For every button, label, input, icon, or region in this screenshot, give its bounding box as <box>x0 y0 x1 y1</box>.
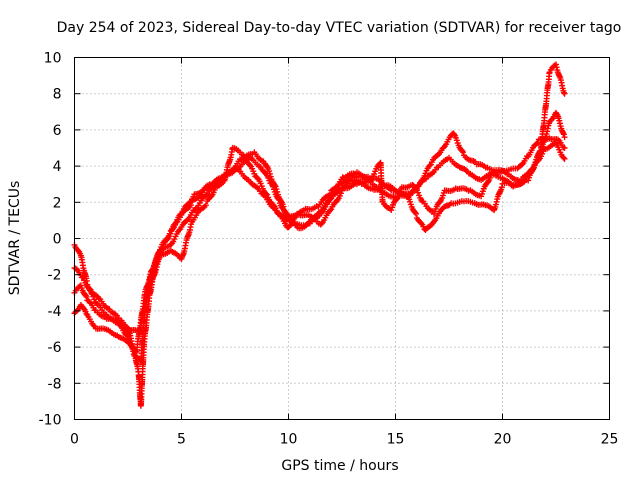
grid-layer <box>75 58 610 420</box>
y-tick-label: -8 <box>48 376 62 392</box>
y-tick-label: 2 <box>53 195 62 211</box>
y-axis-label: SDTVAR / TECUs <box>7 181 23 296</box>
x-tick-label: 15 <box>387 432 405 448</box>
chart: Day 254 of 2023, Sidereal Day-to-day VTE… <box>0 0 640 480</box>
chart-title: Day 254 of 2023, Sidereal Day-to-day VTE… <box>57 20 622 36</box>
axis-layer: 0 5 10 15 20 25 -10 -8 -6 -4 -2 0 2 4 6 8 10 <box>39 51 619 448</box>
y-tick-label: 8 <box>53 87 62 103</box>
series-track-1 <box>72 140 568 409</box>
plot-marks <box>72 61 568 408</box>
x-tick-label: 5 <box>177 432 186 448</box>
data-point <box>562 91 568 97</box>
x-tick-label: 25 <box>601 432 619 448</box>
y-tick-label: 6 <box>53 123 62 139</box>
x-axis-label: GPS time / hours <box>281 458 398 474</box>
y-tick-label: 10 <box>44 51 62 67</box>
y-tick-label: -2 <box>48 268 62 284</box>
x-tick-label: 0 <box>70 432 79 448</box>
x-tick-label: 20 <box>494 432 512 448</box>
data-point <box>562 134 568 140</box>
y-tick-label: 4 <box>53 159 62 175</box>
series-track-4 <box>72 135 568 334</box>
y-tick-label: -10 <box>39 413 62 429</box>
y-tick-label: 0 <box>53 232 62 248</box>
y-tick-label: -4 <box>48 304 62 320</box>
x-tick-label: 10 <box>280 432 298 448</box>
y-tick-label: -6 <box>48 340 62 356</box>
